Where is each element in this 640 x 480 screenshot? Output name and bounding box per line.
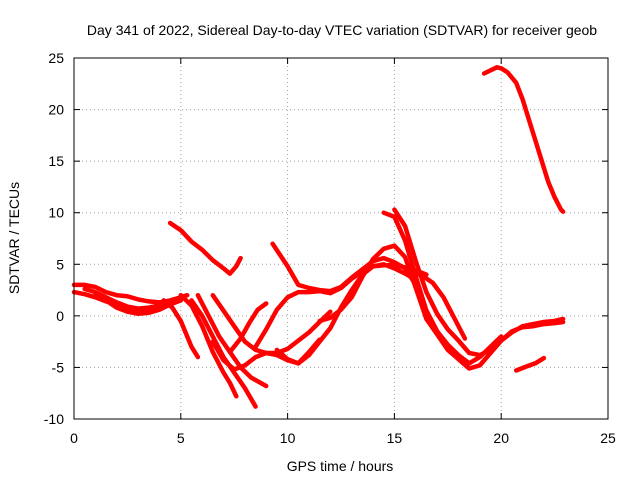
series-track-21: [481, 65, 566, 214]
series-track-19: [409, 269, 468, 341]
x-tick-label: 5: [177, 430, 185, 446]
series-track-14: [274, 262, 419, 366]
series-track-7: [178, 292, 239, 399]
ticks: 0 5 10 15 20 25 -10 -5 0 5 10 15 20 25: [44, 50, 616, 446]
series-layer: [71, 65, 566, 409]
series-track-18: [392, 207, 566, 358]
y-axis-title: SDTVAR / TECUs: [6, 182, 22, 294]
x-tick-label: 10: [280, 430, 296, 446]
x-tick-label: 25: [600, 430, 616, 446]
series-track-4: [93, 290, 184, 317]
y-tick-label: 10: [48, 205, 64, 221]
series-track-12: [227, 301, 269, 355]
y-tick-label: 20: [48, 102, 64, 118]
x-tick-label: 0: [70, 430, 78, 446]
y-tick-label: -10: [44, 411, 64, 427]
y-tick-label: 25: [48, 50, 64, 66]
y-tick-label: 15: [48, 153, 64, 169]
y-tick-label: 0: [56, 308, 64, 324]
series-track-17: [381, 210, 566, 371]
series-track-20: [513, 355, 547, 373]
series-track-11: [210, 337, 322, 372]
series-track-8: [189, 298, 258, 409]
series-track-6: [161, 298, 201, 360]
x-axis-title: GPS time / hours: [287, 458, 394, 474]
x-tick-label: 15: [387, 430, 403, 446]
x-tick-label: 20: [493, 430, 509, 446]
y-tick-label: -5: [52, 359, 65, 375]
chart-title: Day 341 of 2022, Sidereal Day-to-day VTE…: [87, 22, 597, 38]
series-track-5: [167, 220, 243, 276]
plot-frame: [73, 57, 609, 420]
y-tick-label: 5: [56, 256, 64, 272]
